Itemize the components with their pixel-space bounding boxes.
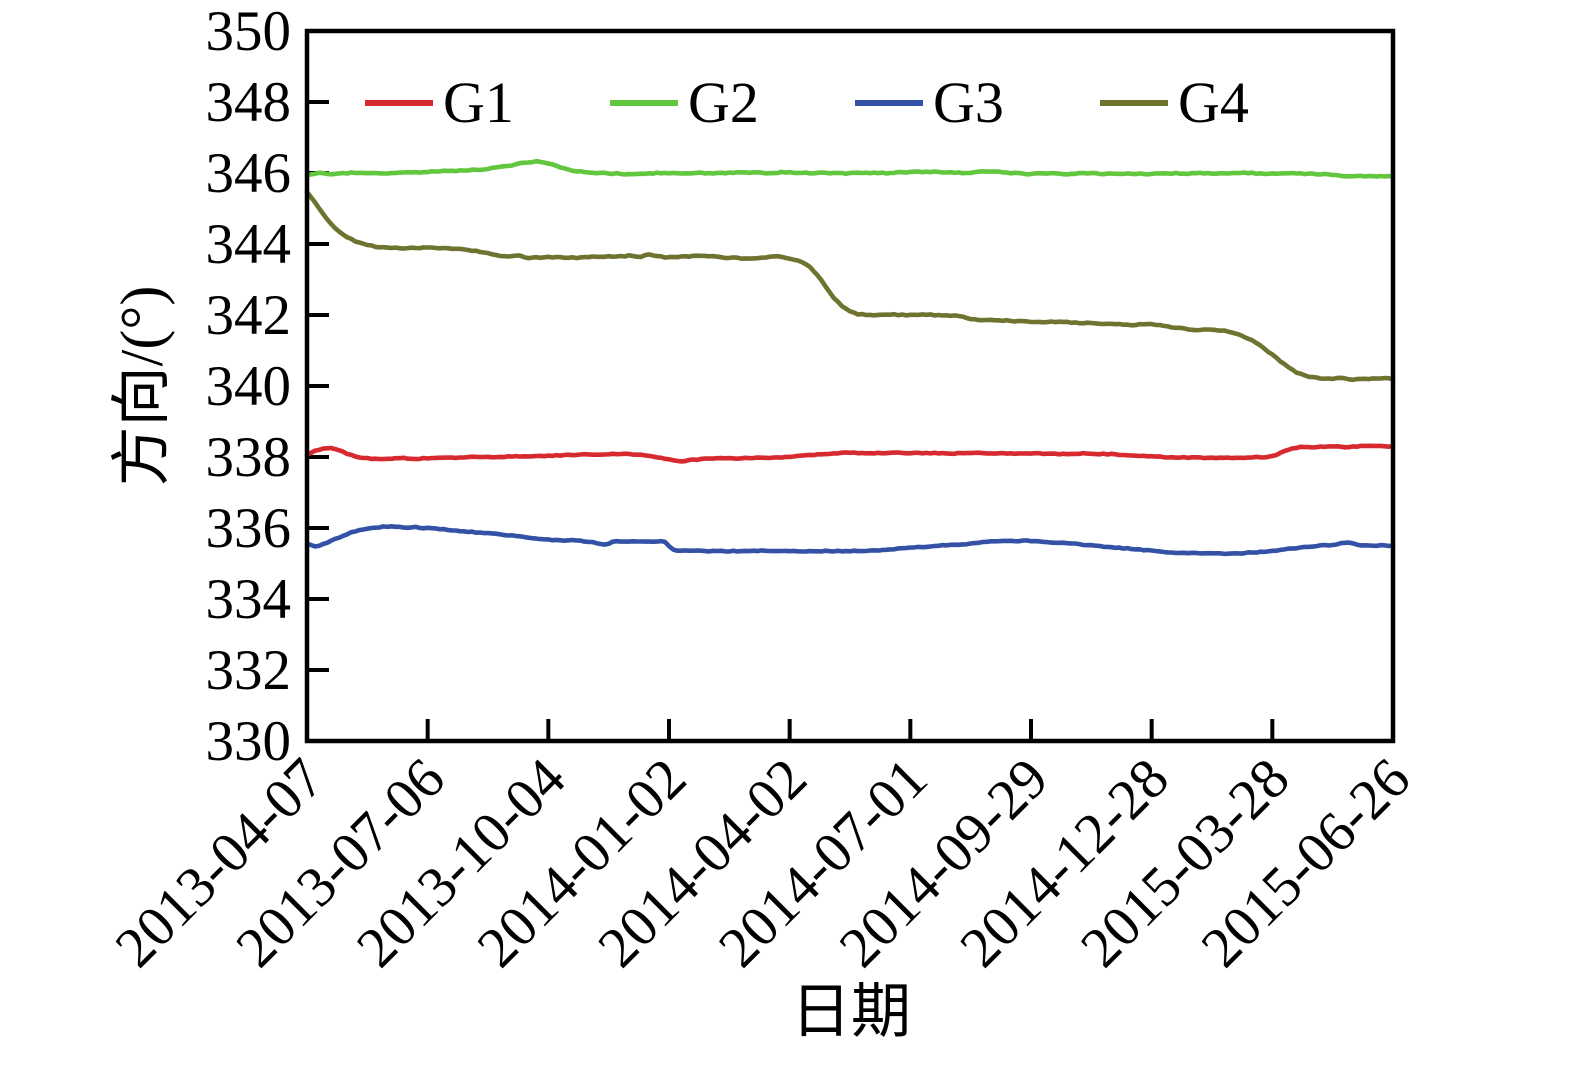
- y-axis-title: 方向/(°): [109, 286, 175, 487]
- legend-label-G2: G2: [688, 70, 759, 135]
- y-tick-label: 330: [206, 710, 292, 773]
- y-tick-label: 338: [206, 426, 292, 489]
- legend-label-G1: G1: [443, 70, 514, 135]
- y-tick-label: 336: [206, 497, 292, 560]
- series-line-G2: [304, 158, 1396, 179]
- y-tick-label: 350: [206, 0, 292, 63]
- y-tick-label: 348: [206, 71, 292, 134]
- y-tick-label: 344: [206, 213, 292, 276]
- series-line-G1: [304, 443, 1396, 464]
- y-tick-label: 346: [206, 142, 292, 205]
- series-line-G4: [304, 189, 1396, 383]
- legend-label-G3: G3: [933, 70, 1004, 135]
- legend-label-G4: G4: [1178, 70, 1249, 135]
- y-tick-label: 340: [206, 355, 292, 418]
- y-tick-label: 332: [206, 639, 292, 702]
- x-axis-title: 日期: [791, 979, 911, 1045]
- plot-frame: [304, 28, 1396, 744]
- series-line-G3: [304, 523, 1396, 557]
- y-tick-label: 334: [206, 568, 292, 631]
- y-tick-label: 342: [206, 284, 292, 347]
